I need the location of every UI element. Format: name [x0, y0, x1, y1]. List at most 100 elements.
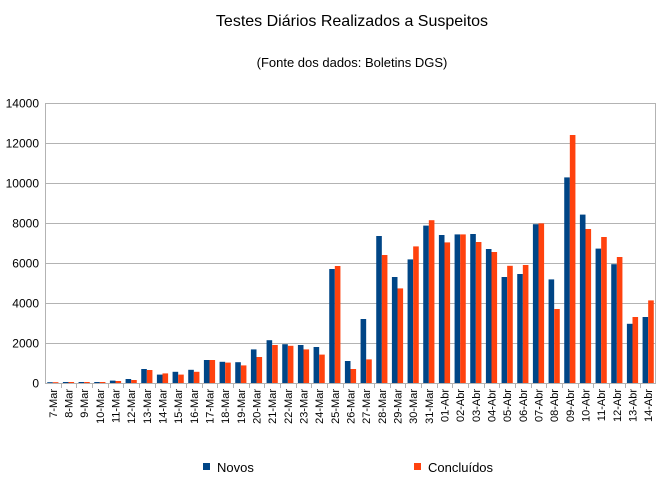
x-tick-label: 04-Abr — [487, 389, 499, 422]
bar-concluidos — [225, 362, 231, 383]
bar-concluidos — [601, 237, 607, 383]
x-tick-label: 10-Abr — [581, 389, 593, 422]
y-tick-label: 12000 — [6, 137, 40, 151]
x-tick-label: 06-Abr — [518, 389, 530, 422]
bar-novos — [407, 259, 414, 383]
x-tick-label: 18-Mar — [220, 389, 232, 424]
bar-novos — [109, 380, 116, 383]
x-tick-label: 26-Mar — [346, 389, 358, 424]
chart-title: Testes Diários Realizados a Suspeitos — [216, 13, 488, 30]
x-tick-label: 31-Mar — [424, 389, 436, 424]
y-tick-label: 8000 — [12, 217, 39, 231]
x-tick-label: 25-Mar — [330, 389, 342, 424]
bar-concluidos — [381, 255, 388, 383]
bar-concluidos — [538, 223, 545, 383]
bar-concluidos — [460, 234, 466, 383]
bar-concluidos — [366, 359, 372, 383]
bar-novos — [376, 236, 382, 383]
bar-novos — [125, 379, 132, 383]
bar-novos — [564, 177, 570, 383]
bar-concluidos — [303, 349, 310, 383]
x-tick-label: 13-Mar — [142, 389, 154, 424]
bar-concluidos — [84, 382, 90, 383]
x-tick-label: 07-Abr — [534, 389, 546, 422]
x-tick-label: 30-Mar — [408, 389, 420, 424]
bar-novos — [501, 277, 508, 383]
bar-concluidos — [334, 266, 341, 383]
bar-novos — [611, 264, 617, 383]
bar-concluidos — [319, 354, 325, 383]
x-tick-label: 12-Abr — [612, 389, 624, 422]
bar-novos — [642, 317, 649, 383]
bar-concluidos — [397, 288, 404, 383]
x-tick-label: 14-Mar — [158, 389, 170, 424]
x-tick-label: 9-Mar — [79, 389, 91, 418]
bar-concluidos — [272, 345, 278, 383]
bar-concluidos — [475, 242, 482, 383]
bar-concluidos — [68, 382, 75, 383]
bar-concluidos — [193, 371, 200, 383]
legend-swatch — [414, 463, 421, 470]
y-tick-label: 10000 — [6, 177, 40, 191]
x-tick-label: 11-Abr — [596, 389, 608, 422]
bar-concluidos — [428, 220, 435, 383]
bar-novos — [94, 382, 100, 383]
bar-concluidos — [350, 369, 357, 383]
bar-concluidos — [178, 374, 184, 383]
x-tick-label: 13-Abr — [628, 389, 640, 422]
bar-concluidos — [146, 370, 153, 383]
x-axis-ticks: 7-Mar 8-Mar 9-Mar 10-Mar 11-Mar 12-Mar 13-Mar 1… — [48, 383, 655, 424]
bar-concluidos — [522, 265, 529, 383]
bar-novos — [172, 371, 179, 383]
bar-novos — [470, 234, 476, 383]
x-tick-label: 28-Mar — [377, 389, 389, 424]
x-tick-label: 23-Mar — [299, 389, 311, 424]
x-tick-label: 01-Abr — [440, 389, 452, 422]
x-tick-label: 15-Mar — [173, 389, 185, 424]
bar-concluidos — [632, 317, 639, 383]
x-tick-label: 02-Abr — [455, 389, 467, 422]
bar-concluidos — [131, 380, 137, 383]
bar-concluidos — [287, 345, 294, 383]
y-tick-label: 2000 — [12, 337, 39, 351]
x-tick-label: 21-Mar — [267, 389, 279, 424]
bar-novos — [344, 361, 351, 383]
x-tick-label: 24-Mar — [314, 389, 326, 424]
y-axis-ticks: 0 2000 4000 6000 8000 10000 12000 14000 — [6, 97, 40, 391]
bar-novos — [78, 382, 85, 383]
bar-novos — [266, 340, 273, 383]
bar-novos — [485, 249, 492, 383]
bar-novos — [438, 235, 445, 383]
x-tick-label: 09-Abr — [565, 389, 577, 422]
bars — [47, 135, 654, 383]
x-tick-label: 20-Mar — [252, 389, 264, 424]
x-tick-label: 8-Mar — [64, 389, 76, 418]
legend-label: Concluídos — [428, 460, 494, 475]
y-tick-label: 0 — [32, 377, 39, 391]
x-tick-label: 05-Abr — [502, 389, 514, 422]
bar-concluidos — [115, 381, 122, 383]
x-tick-label: 19-Mar — [236, 389, 248, 424]
bar-concluidos — [616, 257, 623, 383]
bar-novos — [47, 382, 53, 383]
bar-concluidos — [413, 246, 419, 383]
x-tick-label: 29-Mar — [393, 389, 405, 424]
bar-novos — [595, 248, 602, 383]
bar-concluidos — [99, 382, 106, 383]
bar-concluidos — [491, 252, 498, 383]
x-tick-label: 14-Abr — [643, 389, 655, 422]
bar-novos — [329, 269, 335, 383]
bar-concluidos — [256, 357, 263, 383]
y-tick-label: 14000 — [6, 97, 40, 111]
x-tick-label: 16-Mar — [189, 389, 201, 424]
bar-novos — [250, 349, 257, 383]
bar-novos — [219, 361, 226, 383]
bar-novos — [141, 369, 147, 383]
bar-novos — [391, 277, 398, 383]
y-tick-label: 6000 — [12, 257, 39, 271]
bar-novos — [235, 362, 241, 383]
bar-novos — [579, 214, 586, 383]
bar-novos — [454, 234, 461, 383]
bar-novos — [517, 274, 523, 383]
